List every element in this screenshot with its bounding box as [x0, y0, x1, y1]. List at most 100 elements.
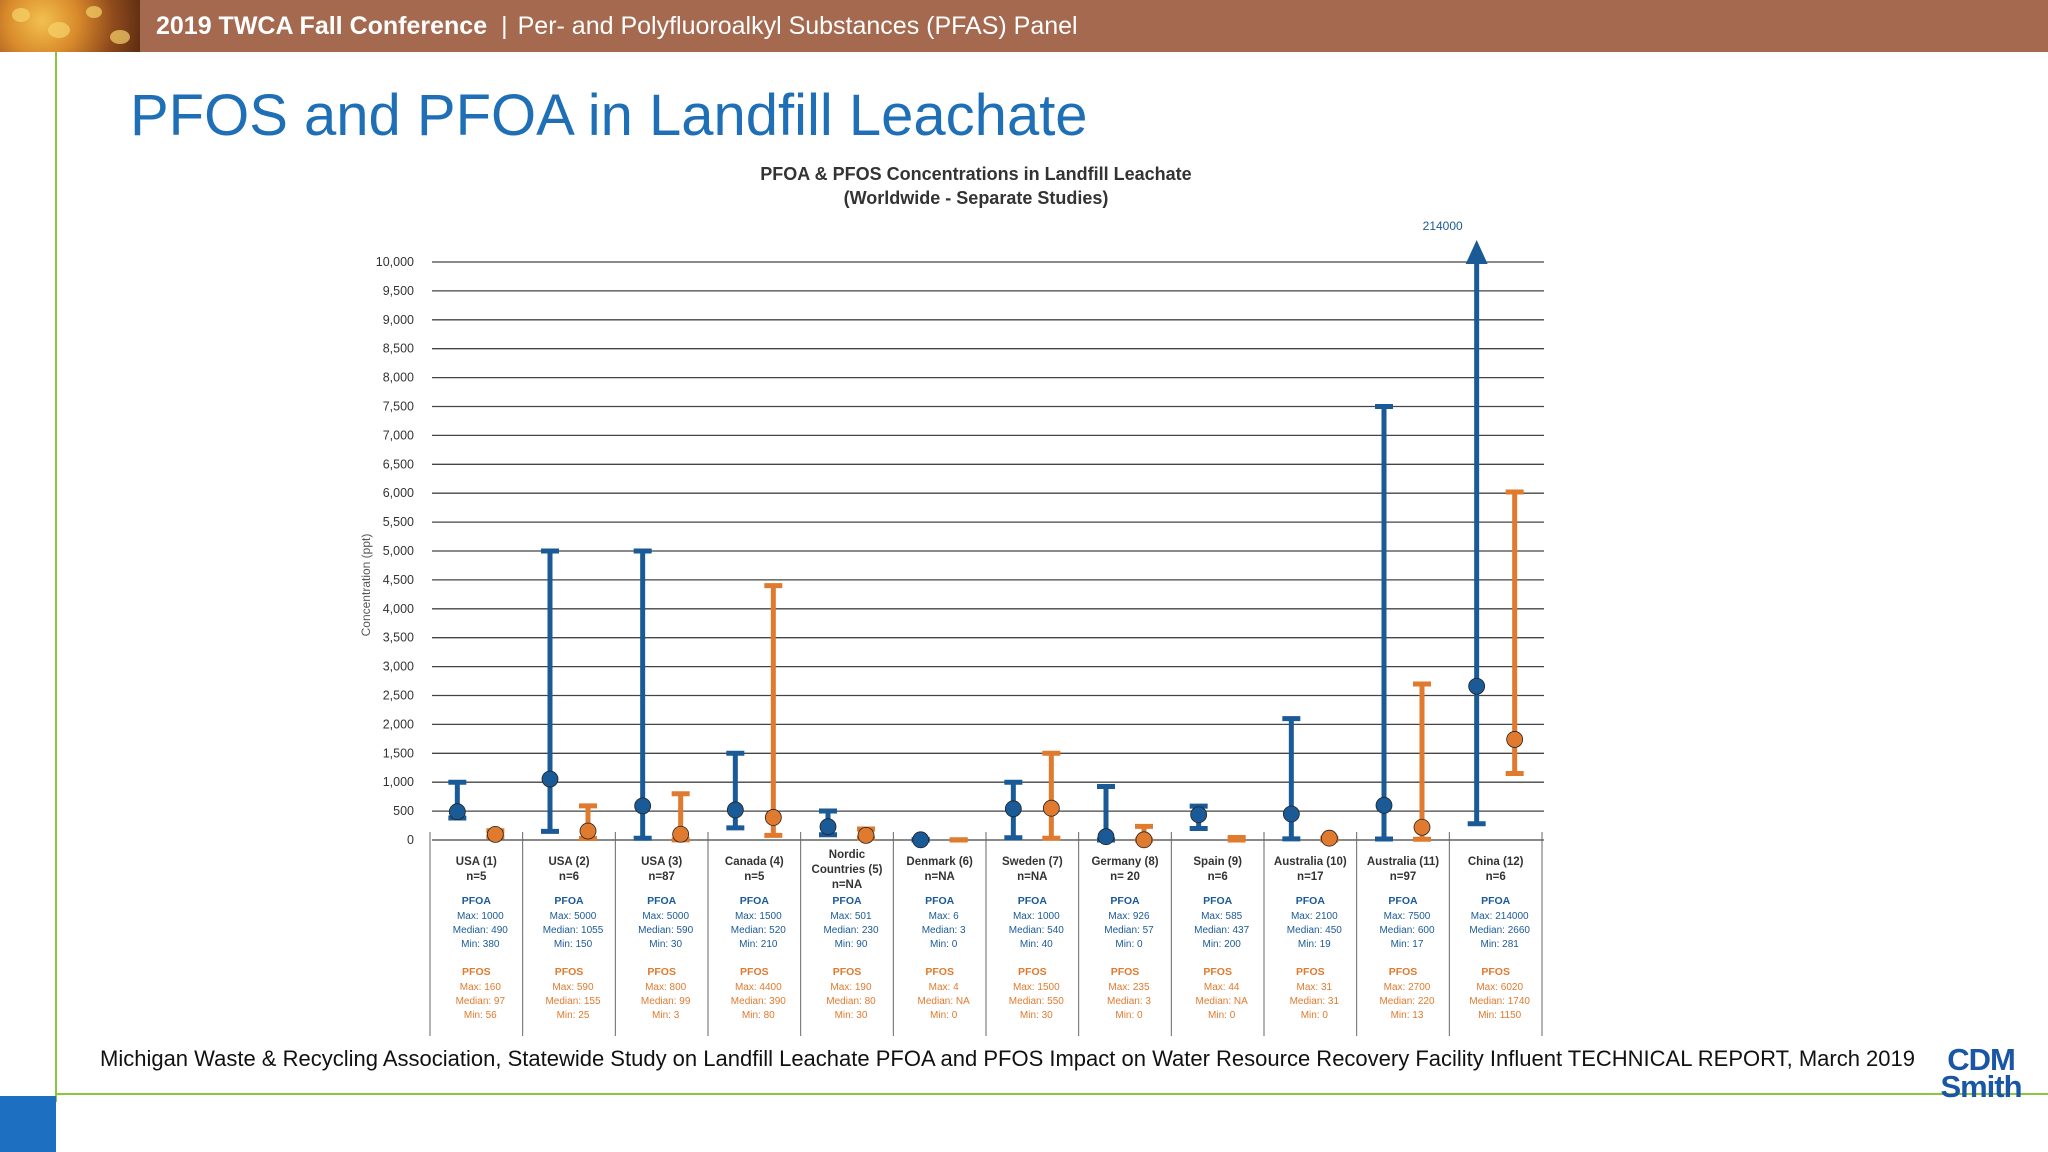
pfos-stat-header: PFOS: [925, 966, 954, 978]
pfos-stat-line: Min: 0: [1115, 1010, 1143, 1021]
pfos-median-point: [1413, 818, 1431, 836]
category-n: n=6: [1208, 871, 1228, 883]
pfoa-stat-line: Min: 0: [930, 939, 958, 950]
pfos-stat-line: Max: 235: [1108, 982, 1150, 993]
pfoa-median-point: [1004, 800, 1022, 818]
pfoa-stat-header: PFOA: [554, 895, 584, 907]
pfos-median-point: [1506, 731, 1524, 748]
y-tick-label: 7,500: [383, 400, 414, 414]
pfos-stat-line: Max: 2700: [1384, 982, 1431, 993]
pfos-stat-header: PFOS: [740, 966, 769, 978]
y-tick-label: 6,000: [383, 486, 414, 500]
pfoa-stat-line: Median: 520: [731, 925, 786, 936]
logo-line-2: Smith: [1940, 1069, 2022, 1104]
pfoa-stat-line: Median: 1055: [543, 925, 604, 936]
category-n: n=6: [559, 871, 579, 883]
pfoa-median-point: [912, 831, 930, 849]
category-label: Countries (5): [812, 864, 883, 876]
pfoa-stat-header: PFOA: [925, 895, 955, 907]
pfos-stat-line: Max: 190: [830, 982, 872, 993]
pfos-stat-line: Min: 0: [1301, 1010, 1329, 1021]
cdm-smith-logo: CDM Smith: [1926, 1042, 2036, 1104]
pfoa-stat-line: Max: 2100: [1291, 911, 1338, 922]
category-n: n=17: [1297, 871, 1324, 883]
pfoa-stat-line: Median: 437: [1194, 925, 1249, 936]
pfoa-stat-line: Median: 3: [922, 925, 966, 936]
logo-line-1: CDM: [1947, 1042, 2016, 1077]
pfoa-stat-line: Max: 214000: [1471, 911, 1529, 922]
pfos-stat-line: Min: 1150: [1478, 1010, 1522, 1021]
pfos-median-point: [486, 825, 504, 843]
pfos-stat-line: Median: NA: [1196, 996, 1249, 1007]
pfos-stat-line: Median: 97: [456, 996, 506, 1007]
pfoa-median-point: [1282, 805, 1300, 823]
pfos-median-point: [1135, 831, 1153, 849]
pfoa-stat-line: Min: 19: [1298, 939, 1331, 950]
category-label: Australia (11): [1367, 856, 1439, 868]
pfos-stat-line: Max: 31: [1297, 982, 1333, 993]
category-n: n= 20: [1110, 871, 1140, 883]
pfoa-median-point: [1097, 828, 1115, 846]
category-n: n=5: [744, 871, 765, 883]
pfoa-median-point: [1375, 796, 1393, 814]
pfoa-stat-line: Min: 200: [1202, 939, 1241, 950]
pfoa-stat-line: Min: 0: [1115, 939, 1143, 950]
y-tick-label: 7,000: [383, 428, 414, 442]
autumn-leaves-photo: [0, 0, 140, 52]
category-n: n=NA: [1017, 871, 1047, 883]
y-tick-label: 9,500: [383, 284, 414, 298]
category-label: Denmark (6): [906, 856, 973, 868]
pfoa-stat-line: Min: 210: [739, 939, 778, 950]
category-n: n=NA: [924, 871, 954, 883]
y-tick-label: 5,000: [383, 544, 414, 558]
pfos-stat-line: Min: 13: [1391, 1010, 1424, 1021]
pfos-stat-line: Min: 25: [557, 1010, 590, 1021]
pfos-stat-line: Min: 3: [652, 1010, 680, 1021]
pfos-stat-line: Median: 3: [1107, 996, 1151, 1007]
y-tick-label: 6,500: [383, 457, 414, 471]
pfos-stat-line: Min: 30: [835, 1010, 868, 1021]
pfos-stat-line: Max: 44: [1204, 982, 1240, 993]
pfos-median-point: [1042, 799, 1060, 817]
pfoa-median-point: [726, 801, 744, 819]
pfoa-overflow-arrow: [1465, 240, 1488, 264]
pfoa-stat-line: Median: 450: [1287, 925, 1342, 936]
pfos-stat-line: Median: 31: [1290, 996, 1340, 1007]
pfos-stat-line: Median: 1740: [1469, 996, 1530, 1007]
pfoa-median-point: [448, 803, 466, 821]
pfoa-stat-line: Median: 590: [638, 925, 693, 936]
y-tick-label: 10,000: [376, 255, 414, 269]
panel-name: Per- and Polyfluoroalkyl Substances (PFA…: [517, 12, 1078, 40]
pfoa-stat-line: Min: 281: [1480, 939, 1519, 950]
pfos-stat-line: Max: 160: [460, 982, 502, 993]
pfos-stat-line: Median: 80: [826, 996, 876, 1007]
pfoa-stat-line: Max: 5000: [642, 911, 689, 922]
pfoa-stat-header: PFOA: [1296, 895, 1326, 907]
pfoa-stat-line: Max: 501: [830, 911, 872, 922]
pfos-stat-line: Max: 6020: [1476, 982, 1523, 993]
pfos-stat-line: Min: 0: [1208, 1010, 1236, 1021]
overflow-value-label: 214000: [1423, 219, 1463, 233]
pfos-stat-header: PFOS: [1203, 966, 1232, 978]
pfos-stat-header: PFOS: [1111, 966, 1140, 978]
pfoa-stat-header: PFOA: [740, 895, 770, 907]
pfoa-stat-header: PFOA: [1018, 895, 1048, 907]
category-label: Australia (10): [1274, 856, 1347, 868]
pfos-stat-line: Min: 56: [464, 1010, 497, 1021]
pfoa-stat-line: Max: 1000: [1013, 911, 1060, 922]
y-tick-label: 4,500: [383, 573, 414, 587]
pfos-stat-header: PFOS: [462, 966, 491, 978]
pfos-median-point: [579, 822, 597, 840]
category-label: Spain (9): [1193, 856, 1242, 868]
pfoa-stat-header: PFOA: [1110, 895, 1140, 907]
category-n: n=87: [648, 871, 675, 883]
citation-text: Michigan Waste & Recycling Association, …: [100, 1046, 1915, 1071]
pfos-stat-header: PFOS: [1389, 966, 1418, 978]
corner-accent-block: [0, 1096, 56, 1152]
pfos-median-point: [764, 809, 782, 826]
header-text: 2019 TWCA Fall Conference | Per- and Polyf…: [156, 0, 1078, 52]
slide-title: PFOS and PFOA in Landfill Leachate: [130, 83, 1088, 148]
y-tick-label: 2,000: [383, 717, 414, 731]
pfoa-stat-line: Min: 30: [649, 939, 682, 950]
pfos-stat-line: Min: 0: [930, 1010, 958, 1021]
